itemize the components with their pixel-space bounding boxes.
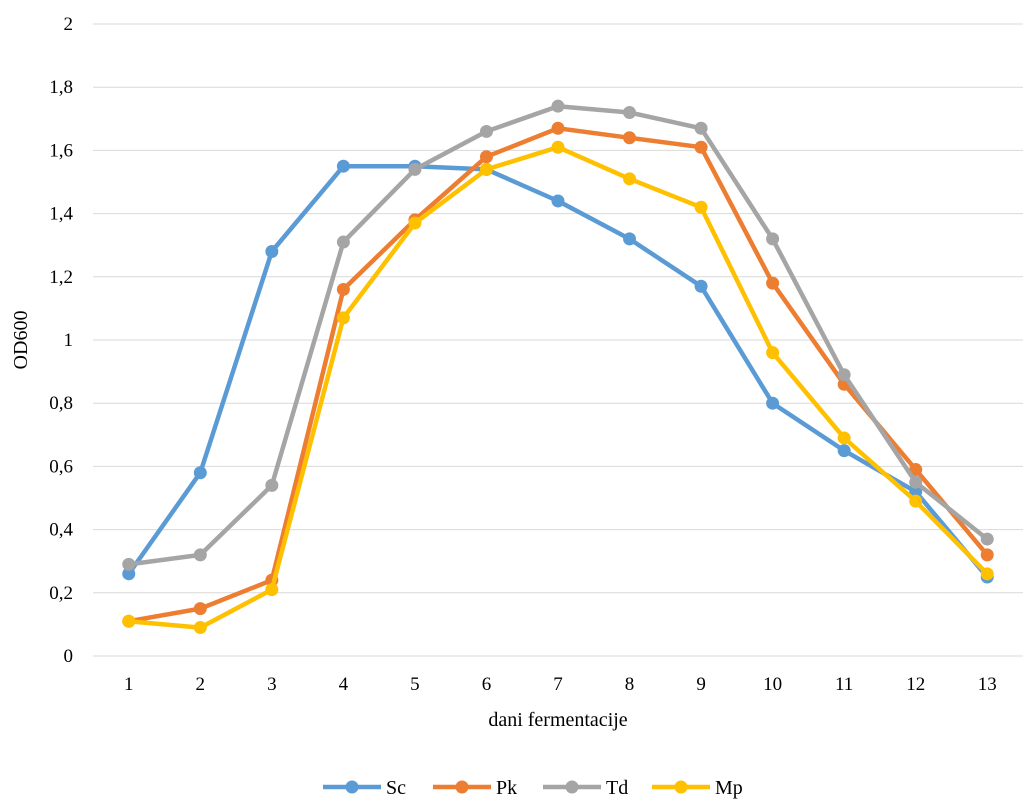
data-point bbox=[909, 485, 923, 499]
data-point bbox=[193, 621, 207, 635]
legend-label: Pk bbox=[496, 777, 517, 799]
data-point bbox=[980, 548, 994, 562]
data-point bbox=[551, 194, 565, 208]
x-tick-label: 7 bbox=[553, 674, 563, 695]
legend-label: Sc bbox=[386, 777, 406, 799]
y-tick-label: 0,6 bbox=[49, 456, 73, 477]
x-tick-label: 10 bbox=[763, 674, 782, 695]
y-tick-label: 1,4 bbox=[49, 204, 73, 225]
x-tick-label: 11 bbox=[835, 674, 853, 695]
data-point bbox=[336, 282, 350, 296]
x-tick-label: 3 bbox=[267, 674, 277, 695]
data-point bbox=[766, 232, 780, 246]
data-point bbox=[909, 494, 923, 508]
legend-item-pk: Pk bbox=[433, 777, 517, 799]
x-tick-label: 9 bbox=[696, 674, 706, 695]
legend-item-sc: Sc bbox=[323, 777, 406, 799]
y-tick-label: 1,6 bbox=[49, 140, 73, 161]
x-tick-label: 12 bbox=[906, 674, 925, 695]
legend-swatch-marker bbox=[565, 780, 579, 794]
data-point bbox=[336, 235, 350, 249]
data-point bbox=[623, 232, 637, 246]
data-point bbox=[837, 431, 851, 445]
data-point bbox=[479, 162, 493, 176]
data-point bbox=[694, 140, 708, 154]
x-tick-label: 1 bbox=[124, 674, 134, 695]
y-tick-label: 0 bbox=[64, 646, 74, 667]
y-tick-label: 0,8 bbox=[49, 393, 73, 414]
series-sc bbox=[122, 159, 994, 584]
legend-item-mp: Mp bbox=[652, 777, 743, 799]
data-point bbox=[479, 124, 493, 138]
x-tick-label: 6 bbox=[482, 674, 492, 695]
x-tick-label: 4 bbox=[339, 674, 349, 695]
data-point bbox=[766, 276, 780, 290]
x-tick-label: 5 bbox=[410, 674, 420, 695]
y-tick-label: 1,2 bbox=[49, 267, 73, 288]
data-point bbox=[408, 216, 422, 230]
y-tick-label: 1 bbox=[64, 330, 74, 351]
legend: Sc Pk Td Mp bbox=[323, 777, 743, 799]
data-point bbox=[408, 162, 422, 176]
data-point bbox=[122, 557, 136, 571]
data-point bbox=[551, 121, 565, 135]
series-line bbox=[126, 144, 990, 630]
data-point bbox=[980, 567, 994, 581]
data-point bbox=[694, 121, 708, 135]
data-point bbox=[694, 279, 708, 293]
data-point bbox=[265, 478, 279, 492]
legend-label: Mp bbox=[715, 777, 743, 799]
legend-swatch-marker bbox=[345, 780, 359, 794]
data-point bbox=[193, 602, 207, 616]
legend-swatch-marker bbox=[455, 780, 469, 794]
data-point bbox=[980, 532, 994, 546]
data-point bbox=[623, 131, 637, 145]
data-point bbox=[837, 368, 851, 382]
data-point bbox=[909, 475, 923, 489]
legend-swatch-marker bbox=[674, 780, 688, 794]
data-point bbox=[909, 463, 923, 477]
data-point bbox=[193, 548, 207, 562]
x-tick-label: 13 bbox=[978, 674, 997, 695]
y-tick-label: 2 bbox=[64, 14, 74, 35]
series-line bbox=[126, 103, 990, 567]
data-point bbox=[837, 444, 851, 458]
data-point bbox=[694, 200, 708, 214]
gridlines bbox=[93, 23, 1023, 594]
y-tick-label: 0,4 bbox=[49, 520, 73, 541]
data-point bbox=[551, 140, 565, 154]
x-tick-label: 2 bbox=[196, 674, 206, 695]
series-line bbox=[126, 163, 990, 580]
y-tick-label: 0,2 bbox=[49, 583, 73, 604]
data-point bbox=[623, 172, 637, 186]
x-axis-ticks: 1 2 3 4 5 6 7 8 9 10 11 12 13 bbox=[124, 674, 997, 695]
data-point bbox=[122, 567, 136, 581]
data-point bbox=[336, 311, 350, 325]
data-point bbox=[265, 583, 279, 597]
legend-label: Td bbox=[606, 777, 628, 799]
data-point bbox=[265, 245, 279, 259]
data-point bbox=[551, 99, 565, 113]
data-point bbox=[766, 396, 780, 410]
data-point bbox=[479, 150, 493, 164]
series-group bbox=[122, 99, 994, 635]
data-point bbox=[336, 159, 350, 173]
data-point bbox=[122, 614, 136, 628]
data-point bbox=[193, 466, 207, 480]
y-tick-label: 1,8 bbox=[49, 77, 73, 98]
y-axis-ticks: 0 0,2 0,4 0,6 0,8 1 1,2 1,4 1,6 1,8 2 bbox=[49, 14, 73, 667]
x-axis-title: dani fermentacije bbox=[488, 709, 627, 731]
series-mp bbox=[122, 140, 994, 635]
x-tick-label: 8 bbox=[625, 674, 635, 695]
legend-item-td: Td bbox=[543, 777, 628, 799]
data-point bbox=[766, 346, 780, 360]
y-axis-title: OD600 bbox=[10, 311, 32, 370]
data-point bbox=[623, 105, 637, 119]
series-td bbox=[122, 99, 994, 571]
